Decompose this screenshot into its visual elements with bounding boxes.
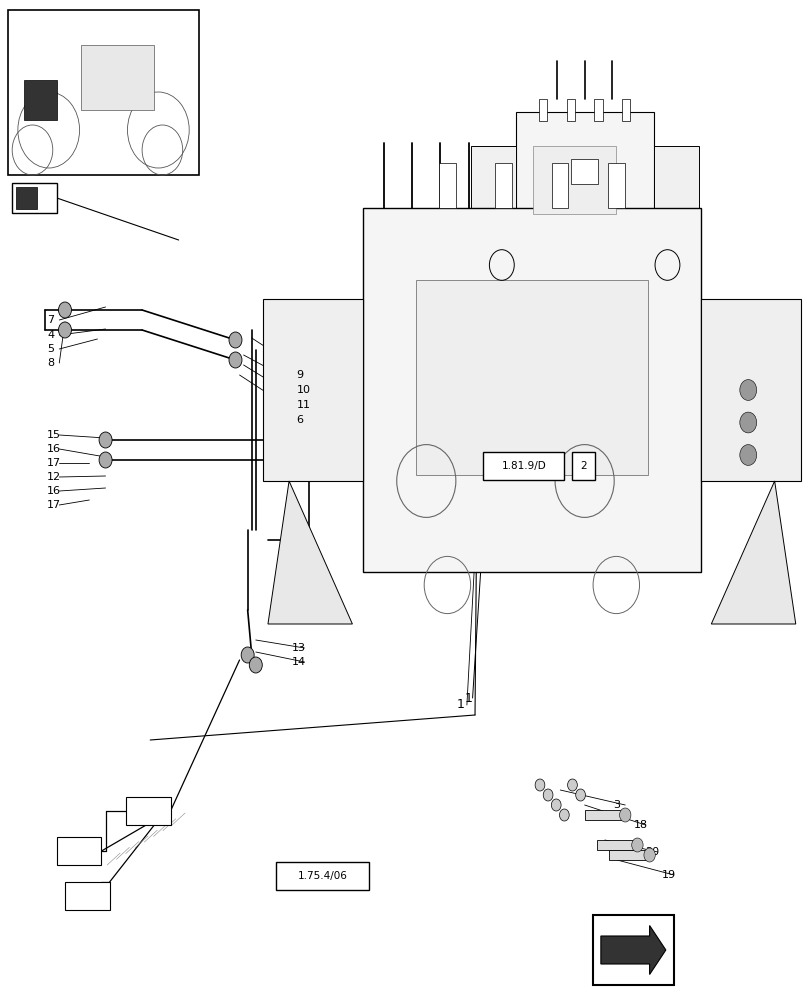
FancyBboxPatch shape xyxy=(700,299,800,481)
Text: 1: 1 xyxy=(457,698,465,712)
Text: 1: 1 xyxy=(464,692,472,704)
Bar xyxy=(415,279,647,475)
Bar xyxy=(24,80,57,120)
Polygon shape xyxy=(600,926,665,974)
Bar xyxy=(566,99,574,120)
Bar xyxy=(592,915,673,985)
Bar xyxy=(607,162,624,208)
Bar xyxy=(126,797,170,825)
Circle shape xyxy=(241,647,254,663)
Circle shape xyxy=(559,809,569,821)
Circle shape xyxy=(58,302,71,318)
Bar xyxy=(532,146,615,214)
FancyBboxPatch shape xyxy=(653,146,697,231)
Bar xyxy=(621,99,629,120)
Circle shape xyxy=(631,838,642,852)
Bar xyxy=(483,452,564,480)
Text: 2: 2 xyxy=(580,461,586,471)
Bar xyxy=(12,183,57,213)
Text: 8: 8 xyxy=(47,358,54,368)
Circle shape xyxy=(575,789,585,801)
Circle shape xyxy=(567,779,577,791)
Text: 18: 18 xyxy=(633,820,646,830)
Circle shape xyxy=(739,445,756,465)
Circle shape xyxy=(99,432,112,448)
Text: 6: 6 xyxy=(296,415,303,425)
Text: 11: 11 xyxy=(296,400,310,410)
Text: 7: 7 xyxy=(47,315,54,325)
Bar xyxy=(570,159,598,184)
Text: 5: 5 xyxy=(47,344,54,354)
Text: 10: 10 xyxy=(296,385,310,395)
Text: 9: 9 xyxy=(296,370,303,380)
Text: 19: 19 xyxy=(661,870,675,880)
Text: 20: 20 xyxy=(645,847,659,857)
Bar xyxy=(584,810,624,820)
Bar xyxy=(81,45,154,110)
Circle shape xyxy=(229,332,242,348)
Polygon shape xyxy=(268,481,352,624)
Text: 15: 15 xyxy=(47,430,61,440)
Text: 14: 14 xyxy=(292,657,306,667)
Bar xyxy=(596,840,637,850)
Bar xyxy=(439,162,455,208)
Bar xyxy=(276,862,369,890)
Bar xyxy=(495,162,512,208)
Text: 3: 3 xyxy=(612,800,620,810)
Text: 17: 17 xyxy=(47,458,61,468)
Bar xyxy=(608,850,649,860)
Circle shape xyxy=(643,848,654,862)
Bar xyxy=(594,99,602,120)
Circle shape xyxy=(619,808,630,822)
Text: 13: 13 xyxy=(292,643,306,653)
Text: 12: 12 xyxy=(47,472,61,482)
Circle shape xyxy=(543,789,552,801)
Bar xyxy=(8,10,199,175)
Text: 16: 16 xyxy=(47,486,61,496)
Text: 1.81.9/D: 1.81.9/D xyxy=(500,461,546,471)
Text: 4: 4 xyxy=(47,330,54,340)
FancyBboxPatch shape xyxy=(263,299,363,481)
Bar xyxy=(65,882,109,910)
Circle shape xyxy=(534,779,544,791)
Text: 17: 17 xyxy=(47,500,61,510)
Circle shape xyxy=(99,452,112,468)
FancyBboxPatch shape xyxy=(363,208,700,572)
Bar xyxy=(16,35,191,160)
Circle shape xyxy=(249,657,262,673)
FancyBboxPatch shape xyxy=(515,112,653,248)
Bar xyxy=(572,452,594,480)
Bar xyxy=(57,837,101,865)
Polygon shape xyxy=(710,481,795,624)
Bar xyxy=(16,187,36,209)
Circle shape xyxy=(739,412,756,433)
FancyBboxPatch shape xyxy=(470,146,515,231)
Bar xyxy=(551,162,568,208)
Circle shape xyxy=(739,380,756,400)
Bar xyxy=(539,99,547,120)
Text: 1.75.4/06: 1.75.4/06 xyxy=(298,871,347,881)
Circle shape xyxy=(551,799,560,811)
Circle shape xyxy=(229,352,242,368)
Text: 16: 16 xyxy=(47,444,61,454)
Circle shape xyxy=(58,322,71,338)
